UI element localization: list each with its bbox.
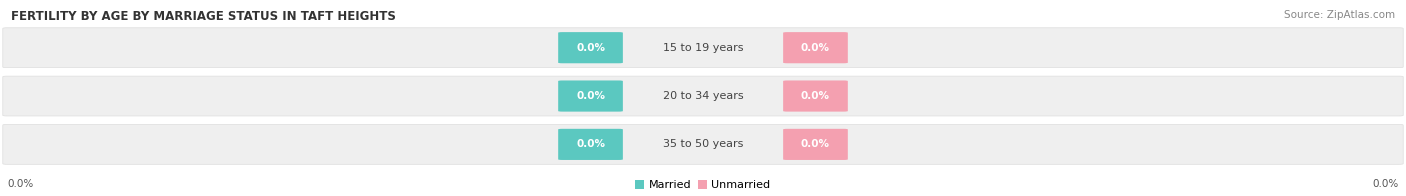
- Text: 35 to 50 years: 35 to 50 years: [662, 139, 744, 149]
- FancyBboxPatch shape: [783, 81, 848, 112]
- FancyBboxPatch shape: [3, 76, 1403, 116]
- Text: 15 to 19 years: 15 to 19 years: [662, 43, 744, 53]
- Text: 0.0%: 0.0%: [1372, 179, 1399, 189]
- Text: 0.0%: 0.0%: [576, 91, 605, 101]
- Text: 0.0%: 0.0%: [576, 43, 605, 53]
- FancyBboxPatch shape: [783, 129, 848, 160]
- Text: 20 to 34 years: 20 to 34 years: [662, 91, 744, 101]
- FancyBboxPatch shape: [558, 81, 623, 112]
- Text: 0.0%: 0.0%: [576, 139, 605, 149]
- FancyBboxPatch shape: [3, 28, 1403, 68]
- Text: 0.0%: 0.0%: [801, 43, 830, 53]
- FancyBboxPatch shape: [558, 129, 623, 160]
- Text: Source: ZipAtlas.com: Source: ZipAtlas.com: [1284, 10, 1395, 20]
- FancyBboxPatch shape: [783, 32, 848, 63]
- FancyBboxPatch shape: [3, 124, 1403, 164]
- Text: 0.0%: 0.0%: [7, 179, 34, 189]
- Text: FERTILITY BY AGE BY MARRIAGE STATUS IN TAFT HEIGHTS: FERTILITY BY AGE BY MARRIAGE STATUS IN T…: [11, 10, 396, 23]
- Text: 0.0%: 0.0%: [801, 91, 830, 101]
- Legend: Married, Unmarried: Married, Unmarried: [636, 180, 770, 191]
- FancyBboxPatch shape: [558, 32, 623, 63]
- Text: 0.0%: 0.0%: [801, 139, 830, 149]
